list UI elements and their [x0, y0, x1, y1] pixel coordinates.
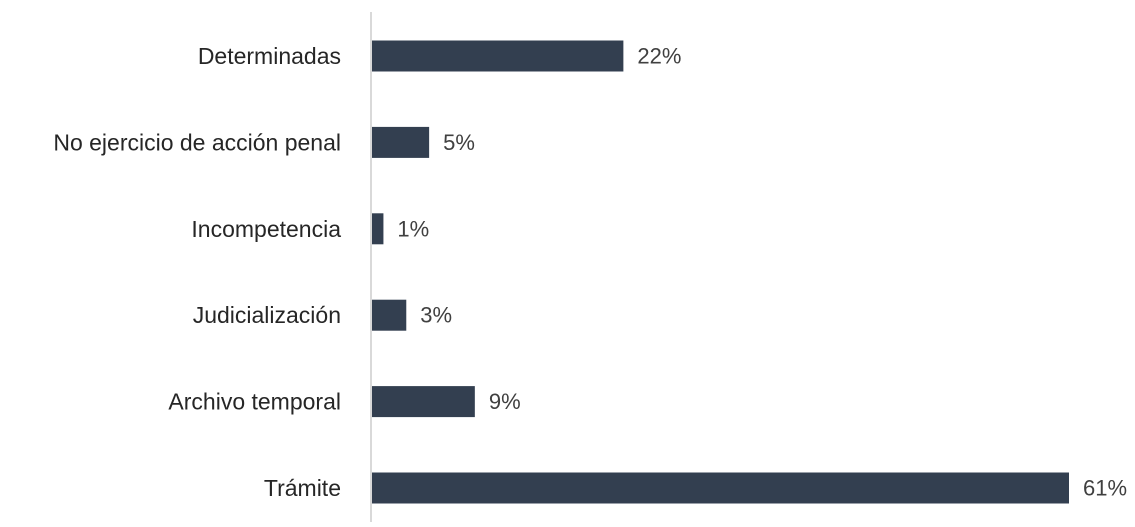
- bar-0: [372, 40, 624, 72]
- bar-4: [372, 386, 475, 418]
- category-label: Determinadas: [198, 43, 341, 69]
- category-label: Incompetencia: [191, 216, 341, 242]
- bar-3: [372, 299, 407, 331]
- category-label: No ejercicio de acción penal: [53, 129, 341, 155]
- category-label: Trámite: [264, 475, 341, 501]
- bar-5: [372, 472, 1069, 504]
- value-label: 3%: [420, 303, 452, 328]
- category-label: Archivo temporal: [168, 389, 341, 415]
- value-label: 22%: [637, 44, 681, 69]
- value-label: 9%: [489, 389, 521, 414]
- bars-layer: [372, 40, 1069, 504]
- bar-2: [372, 213, 384, 245]
- bar-1: [372, 126, 430, 158]
- value-label: 61%: [1083, 476, 1127, 501]
- value-label: 5%: [443, 130, 475, 155]
- category-label: Judicialización: [193, 302, 341, 328]
- labels-layer: Determinadas 22% No ejercicio de acción pe…: [53, 43, 1127, 501]
- value-label: 1%: [397, 216, 429, 241]
